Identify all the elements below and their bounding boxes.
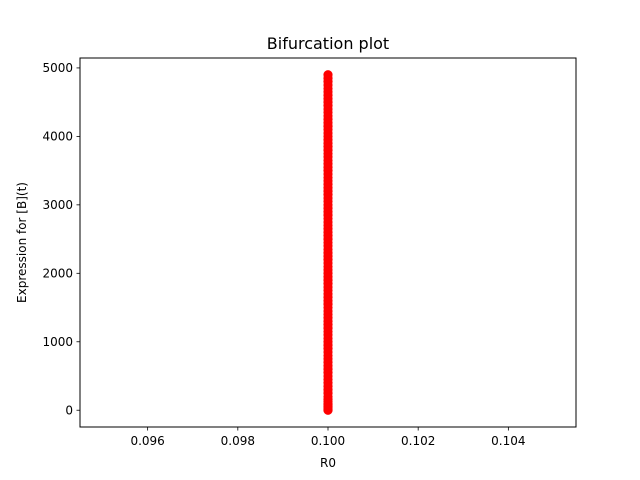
x-tick-label: 0.096 (130, 434, 164, 448)
y-tick-label: 5000 (42, 61, 73, 75)
x-tick-label: 0.098 (221, 434, 255, 448)
y-tick-label: 1000 (42, 335, 73, 349)
y-axis-ticks: 0 1000 2000 3000 4000 5000 (42, 61, 80, 418)
data-points (323, 70, 333, 415)
y-axis-label: Expression for [B](t) (15, 182, 29, 303)
x-axis-label: R0 (320, 456, 336, 470)
y-tick-label: 2000 (42, 267, 73, 281)
x-tick-label: 0.102 (401, 434, 435, 448)
x-axis-ticks: 0.096 0.098 0.100 0.102 0.104 (130, 427, 526, 448)
y-tick-label: 0 (65, 404, 73, 418)
plot-frame (79, 57, 577, 428)
y-tick-label: 4000 (42, 130, 73, 144)
data-point (323, 70, 333, 80)
x-tick-label: 0.104 (491, 434, 525, 448)
chart-title: Bifurcation plot (267, 34, 389, 53)
y-tick-label: 3000 (42, 198, 73, 212)
x-tick-label: 0.100 (311, 434, 345, 448)
